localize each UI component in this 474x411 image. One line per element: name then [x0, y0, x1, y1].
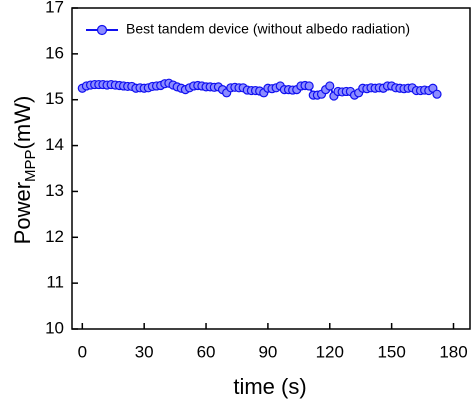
x-tick-label: 120	[316, 342, 344, 361]
plot-frame	[71, 7, 471, 330]
x-axis-label: time (s)	[233, 374, 306, 399]
y-tick-label: 15	[45, 89, 64, 108]
y-tick-label: 10	[45, 318, 64, 337]
data-point	[304, 81, 314, 91]
legend-marker	[96, 24, 108, 36]
x-tick-label: 90	[258, 342, 277, 361]
x-tick-label: 180	[439, 342, 467, 361]
y-tick-label: 12	[45, 227, 64, 246]
y-tick-label: 11	[46, 273, 64, 292]
y-axis-label: PowerMPP(mW)	[10, 96, 39, 245]
y-label-main: Power	[10, 182, 35, 244]
y-label-unit: (mW)	[10, 96, 35, 150]
x-tick-label: 0	[78, 342, 87, 361]
x-tick-label: 150	[377, 342, 405, 361]
legend-label: Best tandem device (without albedo radia…	[126, 21, 410, 37]
data-point	[325, 81, 335, 91]
y-tick-label: 16	[45, 43, 64, 62]
y-tick-label: 14	[45, 135, 64, 154]
y-tick-label: 17	[45, 0, 64, 16]
y-label-sub: MPP	[22, 149, 39, 182]
y-tick-label: 13	[45, 181, 64, 200]
data-point	[432, 89, 442, 99]
x-tick-label: 60	[197, 342, 216, 361]
x-tick-label: 30	[135, 342, 154, 361]
